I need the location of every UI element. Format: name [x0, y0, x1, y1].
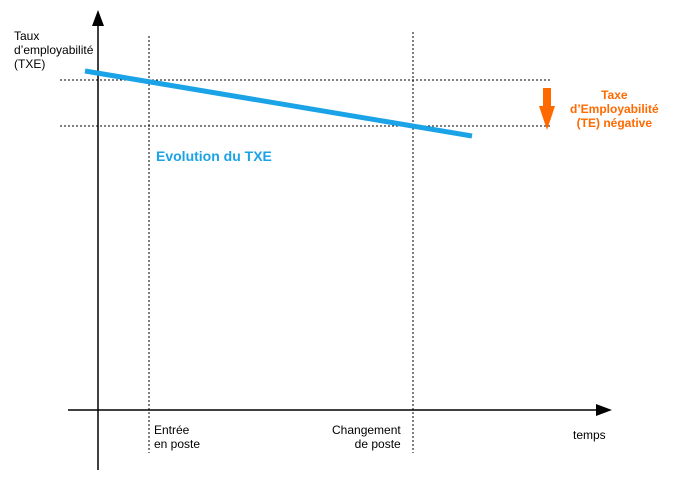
txe-evolution-line — [84, 68, 473, 139]
y-axis-label-line: (TXE) — [14, 57, 46, 71]
tick-label-line: Entrée — [154, 423, 190, 437]
y-axis-label: Taux d’employabilité (TXE) — [14, 29, 93, 71]
tick-label-line: Changement — [332, 423, 401, 437]
x-axis-label: temps — [573, 428, 606, 442]
y-axis-label-line: Taux — [14, 29, 40, 43]
tick-entree-en-poste: Entrée en poste — [154, 423, 200, 451]
tick-changement-de-poste: Changement de poste — [332, 423, 401, 451]
y-axis-label-line: d’employabilité — [14, 43, 94, 57]
x-axis-arrowhead — [596, 404, 612, 416]
annotation-line: (TE) négative — [576, 116, 653, 130]
annotation-line: Taxe — [601, 88, 628, 102]
down-arrow-icon — [539, 88, 555, 130]
series-label: Evolution du TXE — [156, 148, 272, 164]
annotation-line: d’Employabilité — [570, 102, 659, 116]
annotation-label: Taxe d’Employabilité (TE) négative — [570, 88, 659, 130]
tick-label-line: de poste — [354, 437, 401, 451]
y-axis-arrowhead — [92, 10, 104, 26]
tick-label-line: en poste — [154, 437, 201, 451]
